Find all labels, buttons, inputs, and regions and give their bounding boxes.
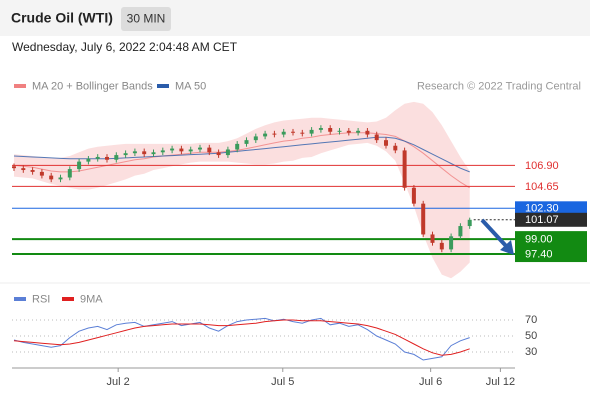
candle-body <box>11 166 16 169</box>
candle-body <box>123 153 128 156</box>
legend-swatch <box>157 84 169 88</box>
x-tick-label: Jul 6 <box>419 376 442 388</box>
header-bar <box>0 0 590 36</box>
candle-body <box>86 158 91 162</box>
candle-body <box>467 219 472 227</box>
candle-body <box>225 149 230 156</box>
candle-body <box>449 236 454 250</box>
candle-body <box>365 130 370 135</box>
level-box <box>515 201 587 216</box>
candle-body <box>170 148 175 151</box>
forecast-arrow <box>480 218 509 249</box>
candle-body <box>105 156 110 160</box>
interval-label[interactable]: 30 MIN <box>127 12 166 26</box>
candle-body <box>114 155 119 160</box>
candle-body <box>430 234 435 243</box>
x-tick-label: Jul 5 <box>271 376 294 388</box>
level-zone-box <box>515 231 587 263</box>
legend-label: RSI <box>32 293 50 305</box>
level-label: 99.00 <box>525 234 553 246</box>
candle-body <box>263 133 268 137</box>
candle-body <box>30 170 35 172</box>
y-tick-label: 70 <box>525 314 537 326</box>
candle-body <box>356 130 361 133</box>
candle-body <box>421 203 426 235</box>
legend-swatch <box>62 297 74 301</box>
candle-body <box>328 128 333 132</box>
ma50-line <box>13 136 470 173</box>
candle-body <box>49 175 54 180</box>
candle-body <box>198 147 203 150</box>
level-label: 102.30 <box>525 203 559 215</box>
candle-body <box>160 150 165 153</box>
candle-body <box>393 145 398 151</box>
candle-body <box>374 134 379 141</box>
candle-body <box>67 169 72 178</box>
candle-body <box>58 177 63 180</box>
candle-body <box>439 242 444 250</box>
candle-body <box>402 150 407 188</box>
candle-body <box>300 132 305 134</box>
candle-body <box>235 143 240 150</box>
level-label: 97.40 <box>525 248 553 260</box>
x-tick-label: Jul 2 <box>107 376 130 388</box>
forecast-arrowhead <box>500 240 514 255</box>
bollinger-band <box>14 101 470 279</box>
candle-body <box>188 149 193 152</box>
x-tick-label: Jul 12 <box>486 376 515 388</box>
candle-body <box>39 171 44 176</box>
candle-body <box>291 131 296 133</box>
candle-body <box>384 140 389 146</box>
y-tick-label: 50 <box>525 330 537 342</box>
candle-body <box>272 133 277 135</box>
current-price-box <box>515 212 587 227</box>
credit: Research © 2022 Trading Central <box>417 80 581 92</box>
candle-body <box>337 130 342 132</box>
candle-body <box>95 156 100 159</box>
candle-body <box>21 168 26 171</box>
candle-body <box>346 130 351 133</box>
candle-body <box>281 131 286 135</box>
legend-swatch <box>14 297 26 301</box>
candle-body <box>309 129 314 134</box>
level-label: 104.65 <box>525 181 559 193</box>
legend-label: MA 20 + Bollinger Bands <box>32 80 153 92</box>
candle-body <box>216 152 221 156</box>
current-price-label: 101.07 <box>525 214 559 226</box>
legend-label: MA 50 <box>175 80 206 92</box>
rsi-ma-line <box>13 319 470 356</box>
candle-body <box>179 148 184 152</box>
ma20-line <box>13 132 470 189</box>
candle-body <box>151 152 156 155</box>
candle-body <box>77 161 82 170</box>
candle-body <box>132 151 137 154</box>
instrument-title: Crude Oil (WTI) <box>11 10 113 26</box>
candle-body <box>142 151 147 155</box>
candle-body <box>318 128 323 130</box>
candle-body <box>411 187 416 204</box>
interval-pill[interactable] <box>121 7 171 31</box>
candle-body <box>244 140 249 144</box>
timestamp: Wednesday, July 6, 2022 2:04:48 AM CET <box>12 40 238 54</box>
legend-swatch <box>14 84 26 88</box>
rsi-line <box>13 317 470 361</box>
candle-body <box>253 136 258 141</box>
level-label: 106.90 <box>525 160 559 172</box>
legend-label: 9MA <box>80 293 103 305</box>
candle-body <box>458 226 463 237</box>
candle-body <box>207 147 212 153</box>
y-tick-label: 30 <box>525 346 537 358</box>
